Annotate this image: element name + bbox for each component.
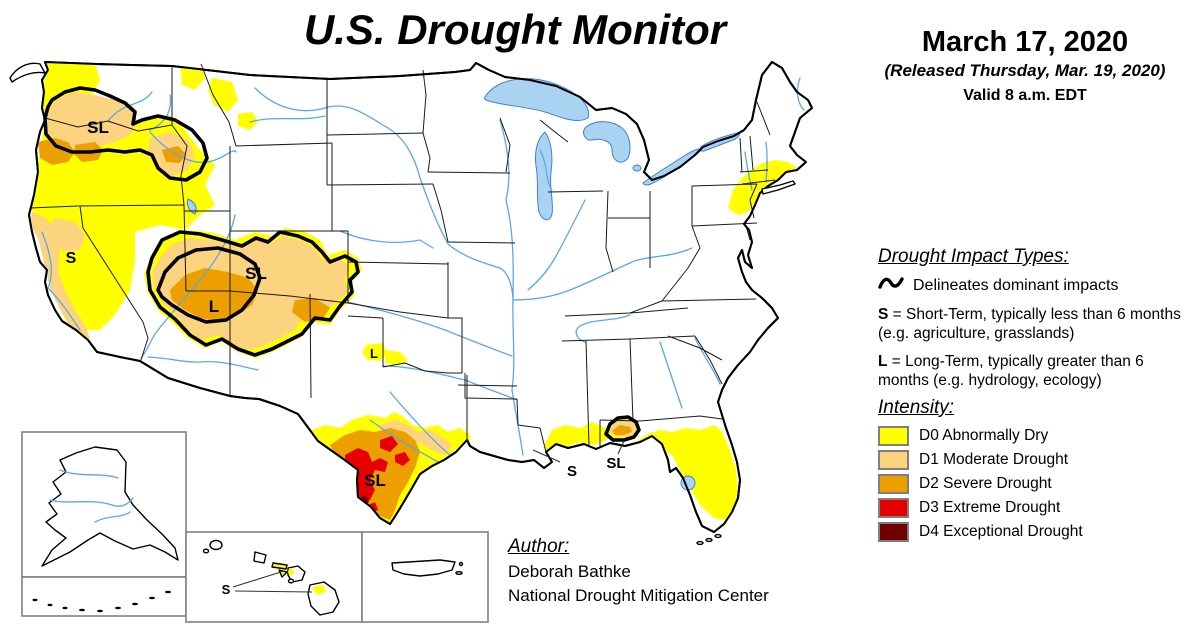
label-pnw: SL <box>87 118 109 137</box>
alaska-outline <box>41 446 179 567</box>
label-hawaii: S <box>222 582 231 597</box>
aleutian-islands <box>32 590 171 613</box>
intensity-legend: Intensity: D0 Abnormally Dry D1 Moderate… <box>878 397 1194 546</box>
long-term-definition: L = Long-Term, typically greater than 6 … <box>878 352 1194 390</box>
kauai <box>209 539 223 551</box>
impact-legend: Drought Impact Types: Delineates dominan… <box>878 246 1194 390</box>
puerto-rico-outline <box>391 559 456 577</box>
label-ok-panhandle: L <box>370 346 378 361</box>
delineation-squiggle-icon <box>878 275 904 296</box>
puerto-rico-inset <box>361 531 489 623</box>
delineation-text: Delineates dominant impacts <box>913 276 1119 294</box>
d1-label: D1 Moderate Drought <box>919 451 1069 468</box>
vieques <box>455 571 463 576</box>
short-term-definition: S = Short-Term, typically less than 6 mo… <box>878 305 1194 343</box>
label-florida-panhandle: SL <box>606 455 625 472</box>
page-title: U.S. Drought Monitor <box>303 6 727 53</box>
big-island-drought-spot <box>312 585 326 595</box>
short-term-symbol: S <box>878 306 889 323</box>
florida-keys <box>696 533 722 546</box>
d4-label: D4 Exceptional Drought <box>919 523 1083 540</box>
long-term-text: = Long-Term, typically greater than 6 mo… <box>878 353 1144 389</box>
kahoolawe <box>287 578 295 584</box>
legend-item-d2: D2 Severe Drought <box>878 474 1194 494</box>
vancouver-island-fragment <box>9 62 46 83</box>
release-date: (Released Thursday, Mar. 19, 2020) <box>884 61 1166 80</box>
label-south-texas: SL <box>364 471 386 490</box>
date-block: March 17, 2020 (Released Thursday, Mar. … <box>855 26 1195 105</box>
intensity-legend-title: Intensity: <box>878 397 955 418</box>
molokai <box>271 562 288 570</box>
great-salt-lake <box>187 198 197 215</box>
author-block: Author: Deborah Bathke National Drought … <box>508 536 769 608</box>
d4-swatch <box>878 522 909 542</box>
author-title: Author: <box>508 536 570 557</box>
legend-item-d1: D1 Moderate Drought <box>878 450 1194 470</box>
state-borders <box>29 63 776 453</box>
valid-time: Valid 8 a.m. EDT <box>963 87 1087 104</box>
label-four-corners-long: L <box>209 297 219 316</box>
impact-outline-four-corners <box>146 230 360 357</box>
maui-drought-spot <box>288 569 294 575</box>
long-term-symbol: L <box>878 353 888 370</box>
lake-michigan <box>535 131 553 221</box>
impact-outline-florida-panhandle <box>604 415 641 442</box>
rivers <box>41 77 805 463</box>
aleutians-inset <box>21 576 187 617</box>
impact-outline-pnw <box>43 86 209 182</box>
d3-label: D3 Extreme Drought <box>919 499 1061 516</box>
lake-st-clair <box>632 164 642 172</box>
gulf-coast-leader <box>532 449 561 463</box>
oahu <box>253 551 267 564</box>
impact-outline-long-term-core <box>156 246 262 324</box>
legend-item-d3: D3 Extreme Drought <box>878 498 1194 518</box>
d1-swatch <box>878 450 909 470</box>
florida-leader <box>617 440 625 455</box>
d2-swatch <box>878 474 909 494</box>
lake-huron <box>583 121 631 163</box>
alaska-inset <box>21 431 187 617</box>
author-name: Deborah Bathke <box>508 562 631 581</box>
legend-item-d4: D4 Exceptional Drought <box>878 522 1194 542</box>
d3-swatch <box>878 498 909 518</box>
impact-legend-title: Drought Impact Types: <box>878 246 1069 267</box>
long-island <box>761 180 796 195</box>
short-term-text: = Short-Term, typically less than 6 mont… <box>878 306 1181 342</box>
map-impact-labels: SL S SL L L SL S SL S <box>66 118 626 597</box>
d0-swatch <box>878 426 909 446</box>
niihau <box>202 548 210 554</box>
culebra <box>458 561 464 567</box>
author-org: National Drought Mitigation Center <box>508 586 769 605</box>
hawaii-leader-lines <box>232 570 313 593</box>
hawaii-inset <box>185 531 363 623</box>
d0-label: D0 Abnormally Dry <box>919 427 1049 444</box>
label-four-corners: SL <box>245 264 267 283</box>
impact-outlines <box>43 86 641 442</box>
d2-label: D2 Severe Drought <box>919 475 1052 492</box>
label-gulf-coast: S <box>567 463 577 480</box>
label-california: S <box>66 250 77 267</box>
legend-item-d0: D0 Abnormally Dry <box>878 426 1194 446</box>
map-date: March 17, 2020 <box>921 26 1129 58</box>
